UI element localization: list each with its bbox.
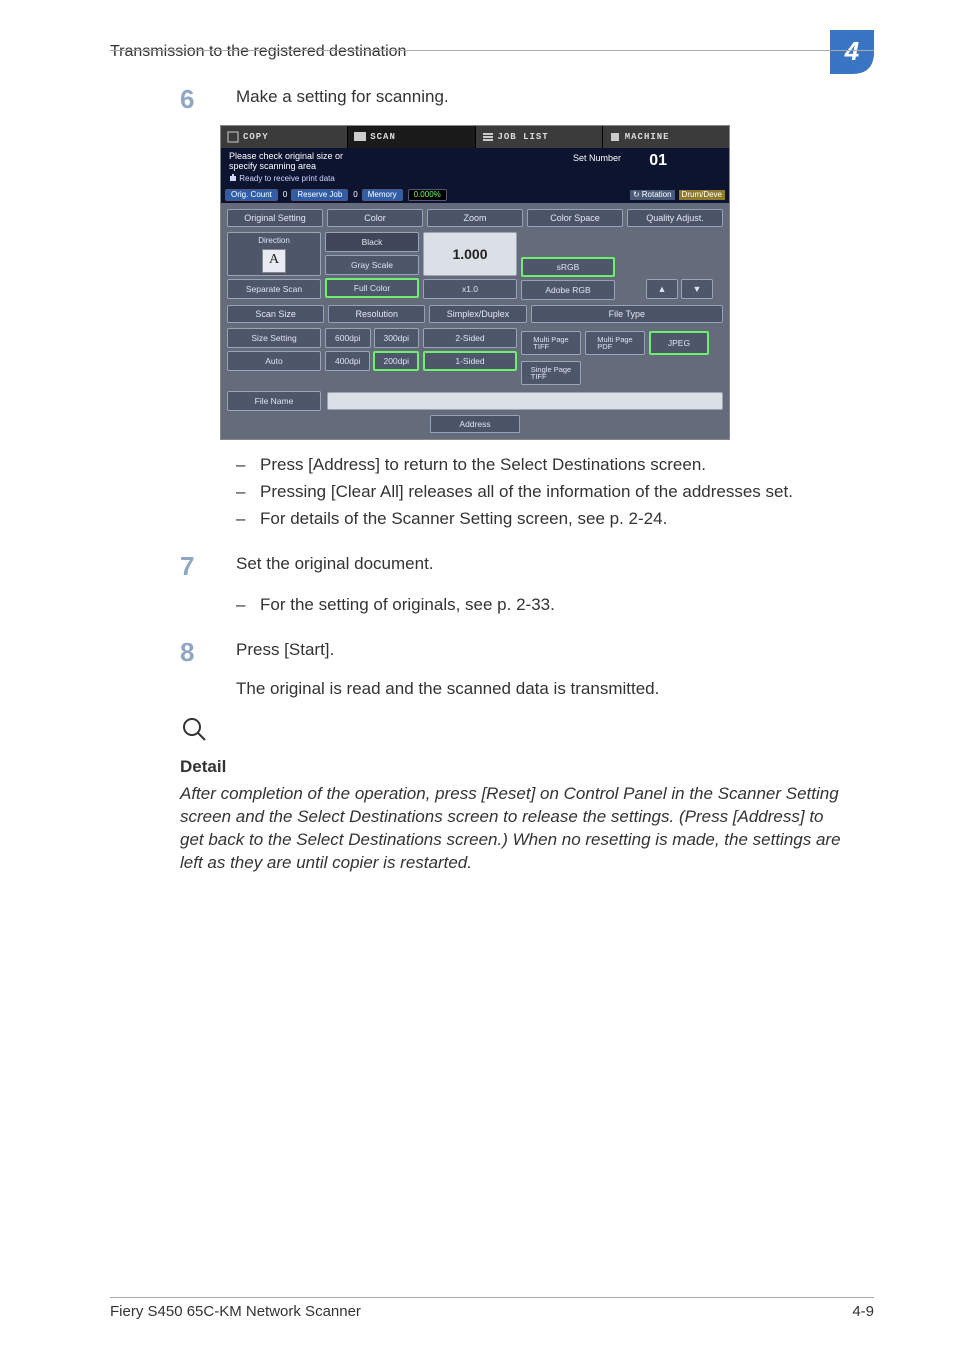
step6-bullet-2: Pressing [Clear All] releases all of the… — [260, 481, 844, 504]
res-400-button[interactable]: 400dpi — [325, 351, 370, 371]
memory-value: 0.000% — [408, 189, 447, 202]
file-name-field[interactable] — [327, 392, 723, 410]
step-text-7: Set the original document. — [236, 549, 844, 576]
tab-joblist-label: JOB LIST — [498, 131, 549, 143]
cat-quality-adjust[interactable]: Quality Adjust. — [627, 209, 723, 227]
footer-left: Fiery S450 65C-KM Network Scanner — [110, 1302, 361, 1322]
rotation-indicator: ↻ Rotation — [630, 190, 675, 201]
tab-machine[interactable]: MACHINE — [603, 126, 729, 148]
step8-followup: The original is read and the scanned dat… — [236, 678, 844, 701]
tab-copy-label: COPY — [243, 131, 269, 143]
step-text-6: Make a setting for scanning. — [236, 82, 844, 109]
cat-original-setting[interactable]: Original Setting — [227, 209, 323, 227]
detail-body: After completion of the operation, press… — [180, 783, 844, 875]
page-header-title: Transmission to the registered destinati… — [110, 41, 406, 63]
file-single-tiff-button[interactable]: Single Page TIFF — [521, 361, 581, 385]
color-gray-button[interactable]: Gray Scale — [325, 255, 419, 275]
cat-scan-size[interactable]: Scan Size — [227, 305, 324, 323]
chapter-badge: 4 — [830, 30, 874, 74]
res-200-button[interactable]: 200dpi — [373, 351, 419, 371]
direction-glyph: A — [262, 249, 286, 273]
file-multi-tiff-button[interactable]: Multi Page TIFF — [521, 331, 581, 355]
size-setting-button[interactable]: Size Setting — [227, 328, 321, 348]
step-text-8: Press [Start]. — [236, 635, 844, 662]
cat-simplex-duplex[interactable]: Simplex/Duplex — [429, 305, 526, 323]
quality-up-button[interactable]: ▲ — [646, 279, 678, 299]
cat-resolution[interactable]: Resolution — [328, 305, 425, 323]
colorspace-adobe-button[interactable]: Adobe RGB — [521, 280, 615, 300]
tab-joblist[interactable]: JOB LIST — [476, 126, 602, 148]
file-jpeg-button[interactable]: JPEG — [649, 331, 709, 355]
step6-bullet-1: Press [Address] to return to the Select … — [260, 454, 844, 477]
memory-label: Memory — [362, 189, 403, 202]
reserve-job-label: Reserve Job — [291, 189, 348, 202]
footer-right: 4-9 — [852, 1302, 874, 1322]
drum-indicator: Drum/Deve — [679, 190, 725, 201]
cat-color[interactable]: Color — [327, 209, 423, 227]
res-600-button[interactable]: 600dpi — [325, 328, 371, 348]
set-number-value: 01 — [649, 150, 667, 172]
address-tab[interactable]: Address — [430, 415, 520, 433]
direction-panel[interactable]: Direction A — [227, 232, 321, 276]
zoom-x1-button[interactable]: x1.0 — [423, 279, 517, 299]
svg-text:4: 4 — [844, 36, 860, 66]
header-rule — [110, 50, 874, 51]
direction-label: Direction — [258, 236, 290, 247]
ready-text: Ready to receive print data — [239, 174, 335, 183]
tab-scan[interactable]: SCAN — [348, 126, 474, 148]
color-full-button[interactable]: Full Color — [325, 278, 419, 298]
auto-button[interactable]: Auto — [227, 351, 321, 371]
reserve-job-value: 0 — [353, 190, 357, 201]
set-number-label: Set Number — [573, 152, 621, 164]
status-message-line2: specify scanning area — [229, 162, 721, 172]
cat-file-type[interactable]: File Type — [531, 305, 723, 323]
step-number-7: 7 — [180, 549, 236, 584]
file-multi-pdf-button[interactable]: Multi Page PDF — [585, 331, 645, 355]
orig-count-value: 0 — [283, 190, 287, 201]
quality-down-button[interactable]: ▼ — [681, 279, 713, 299]
step7-bullet-1: For the setting of originals, see p. 2-3… — [260, 594, 844, 617]
tab-copy[interactable]: COPY — [221, 126, 347, 148]
step-number-8: 8 — [180, 635, 236, 670]
zoom-value: 1.000 — [423, 232, 517, 276]
colorspace-srgb-button[interactable]: sRGB — [521, 257, 615, 277]
color-black-button[interactable]: Black — [325, 232, 419, 252]
scanner-setting-screenshot: COPY SCAN JOB LIST MACHINE Please check … — [220, 125, 730, 440]
detail-heading: Detail — [180, 756, 844, 779]
step6-bullet-3: For details of the Scanner Setting scree… — [260, 508, 844, 531]
footer-rule — [110, 1297, 874, 1298]
tab-machine-label: MACHINE — [625, 131, 670, 143]
cat-zoom[interactable]: Zoom — [427, 209, 523, 227]
cat-color-space[interactable]: Color Space — [527, 209, 623, 227]
detail-icon — [180, 715, 844, 750]
separate-scan-button[interactable]: Separate Scan — [227, 279, 321, 299]
tab-scan-label: SCAN — [370, 131, 396, 143]
file-name-button[interactable]: File Name — [227, 391, 321, 411]
res-300-button[interactable]: 300dpi — [374, 328, 420, 348]
step-number-6: 6 — [180, 82, 236, 117]
one-sided-button[interactable]: 1-Sided — [423, 351, 517, 371]
orig-count-label: Orig. Count — [225, 189, 278, 202]
two-sided-button[interactable]: 2-Sided — [423, 328, 517, 348]
